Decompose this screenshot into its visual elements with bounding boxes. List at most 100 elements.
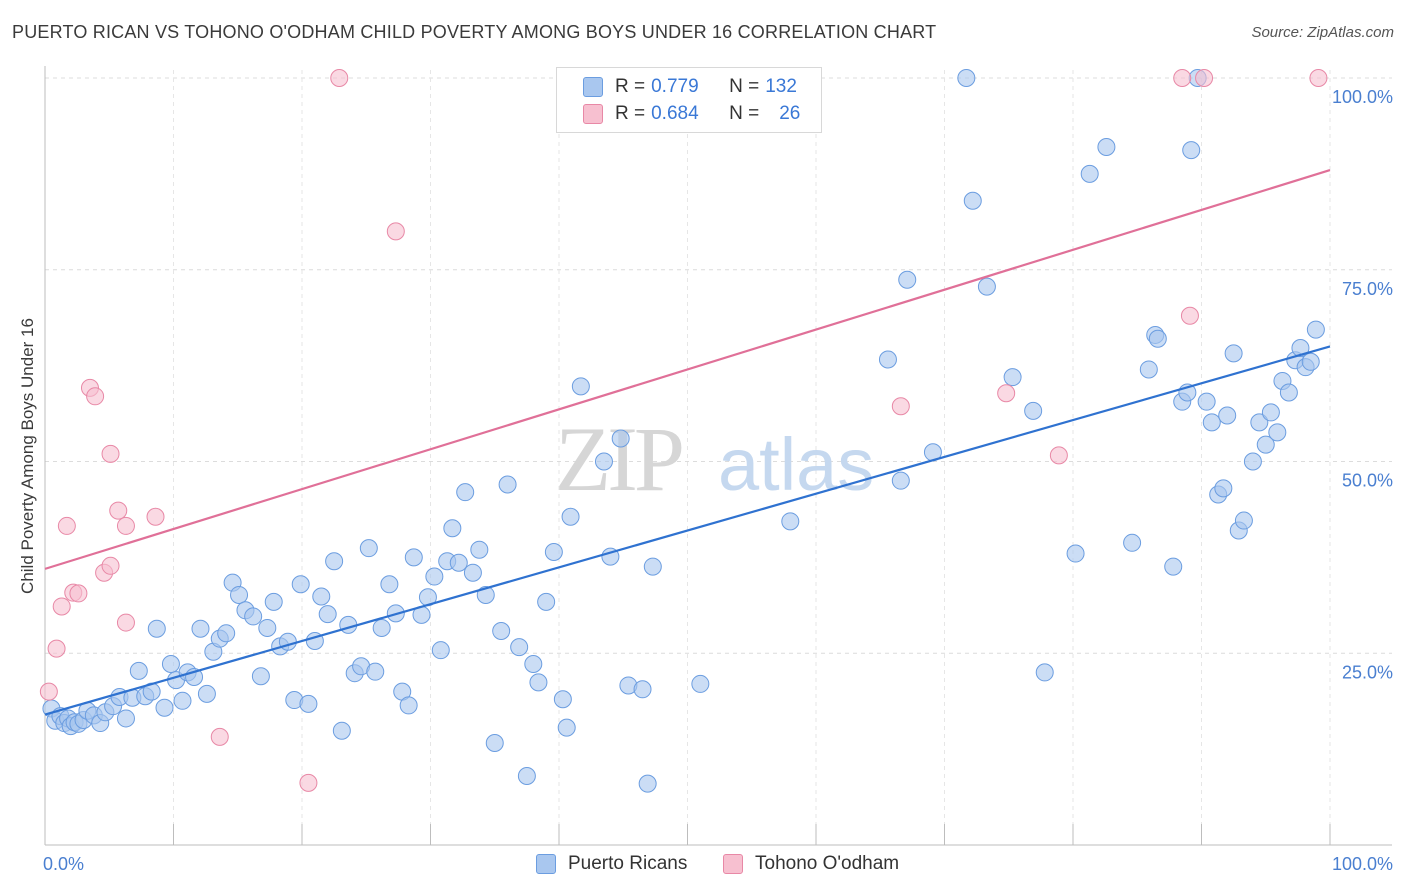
data-point: [544, 543, 563, 562]
data-point: [1139, 360, 1158, 379]
data-point: [210, 727, 229, 746]
series-puerto-ricans: [42, 69, 1325, 793]
data-point: [878, 350, 897, 369]
data-point: [1123, 533, 1142, 552]
data-point: [449, 553, 468, 572]
data-point: [1279, 383, 1298, 402]
data-point: [1309, 69, 1328, 87]
legend-swatch-blue: [583, 77, 603, 97]
legend-r-label: R =: [615, 76, 646, 97]
data-point: [251, 667, 270, 686]
data-point: [101, 556, 120, 575]
legend-label-puerto-ricans: Puerto Ricans: [568, 853, 688, 874]
data-point: [510, 638, 529, 657]
data-point: [299, 694, 318, 713]
data-point: [1035, 663, 1054, 682]
data-point: [372, 618, 391, 637]
data-point: [404, 548, 423, 567]
data-point: [325, 552, 344, 571]
data-point: [997, 384, 1016, 403]
legend-n-label: N =: [729, 76, 760, 97]
data-point: [1306, 320, 1325, 339]
data-point: [1164, 557, 1183, 576]
axes: [44, 66, 1392, 846]
data-point: [1066, 544, 1085, 563]
data-point: [173, 691, 192, 710]
y-tick-label: 25.0%: [1342, 662, 1393, 682]
data-point: [230, 585, 249, 604]
data-point: [155, 698, 174, 717]
data-point: [456, 483, 475, 502]
legend-r-value: 0.684: [651, 103, 699, 124]
data-point: [1243, 452, 1262, 471]
data-point: [129, 661, 148, 680]
data-point: [312, 587, 331, 606]
data-point: [101, 444, 120, 463]
chart-title: PUERTO RICAN VS TOHONO O'ODHAM CHILD POV…: [12, 22, 937, 42]
legend-n-label: N =: [729, 103, 760, 124]
data-point: [524, 654, 543, 673]
data-point: [146, 507, 165, 526]
data-point: [476, 585, 495, 604]
data-point: [318, 605, 337, 624]
data-point: [1197, 392, 1216, 411]
data-point: [399, 696, 418, 715]
y-axis-label: Child Poverty Among Boys Under 16: [18, 318, 37, 594]
data-point: [116, 709, 135, 728]
data-point: [57, 516, 76, 535]
data-point: [517, 766, 536, 785]
data-point: [537, 592, 556, 611]
legend-swatch-pink: [723, 854, 743, 874]
data-point: [264, 592, 283, 611]
stats-legend: R = 0.779 N = 132 R = 0.684 N = 26: [556, 67, 822, 133]
data-point: [1224, 344, 1243, 363]
data-point: [339, 615, 358, 634]
data-point: [431, 641, 450, 660]
legend-row-tohono-oodham: R = 0.684 N = 26: [583, 103, 800, 125]
data-point: [1301, 352, 1320, 371]
data-point: [291, 575, 310, 594]
data-point: [611, 429, 630, 448]
data-point: [116, 613, 135, 632]
trend-line: [44, 168, 1331, 570]
data-point: [161, 654, 180, 673]
data-point: [1049, 446, 1068, 465]
data-point: [643, 557, 662, 576]
grid-lines: [45, 70, 1392, 845]
data-point: [197, 684, 216, 703]
data-point: [39, 682, 58, 701]
data-point: [571, 377, 590, 396]
data-point: [898, 270, 917, 289]
data-point: [380, 575, 399, 594]
data-point: [492, 622, 511, 641]
tick-labels: 25.0% 50.0% 75.0% 100.0% 0.0% 100.0%: [43, 87, 1393, 874]
data-point: [963, 191, 982, 210]
data-point: [594, 452, 613, 471]
data-point: [498, 475, 517, 494]
data-point: [977, 277, 996, 296]
data-point: [638, 774, 657, 793]
trend-line: [44, 345, 1331, 716]
data-point: [1250, 413, 1269, 432]
data-point: [1214, 479, 1233, 498]
legend-r-label: R =: [615, 103, 646, 124]
data-point: [1182, 141, 1201, 160]
data-point: [1148, 329, 1167, 348]
data-point: [217, 624, 236, 643]
data-point: [463, 563, 482, 582]
data-point: [553, 690, 572, 709]
data-point: [781, 512, 800, 531]
legend-swatch-blue: [536, 854, 556, 874]
data-point: [1256, 435, 1275, 454]
data-point: [109, 501, 128, 520]
data-point: [332, 721, 351, 740]
legend-item-puerto-ricans: Puerto Ricans: [536, 852, 687, 876]
data-point: [1080, 164, 1099, 183]
data-point: [1202, 413, 1221, 432]
y-tick-label: 100.0%: [1332, 87, 1393, 107]
data-point: [86, 387, 105, 406]
data-point: [47, 639, 66, 658]
data-point: [69, 584, 88, 603]
data-point: [258, 618, 277, 637]
data-point: [1234, 511, 1253, 530]
